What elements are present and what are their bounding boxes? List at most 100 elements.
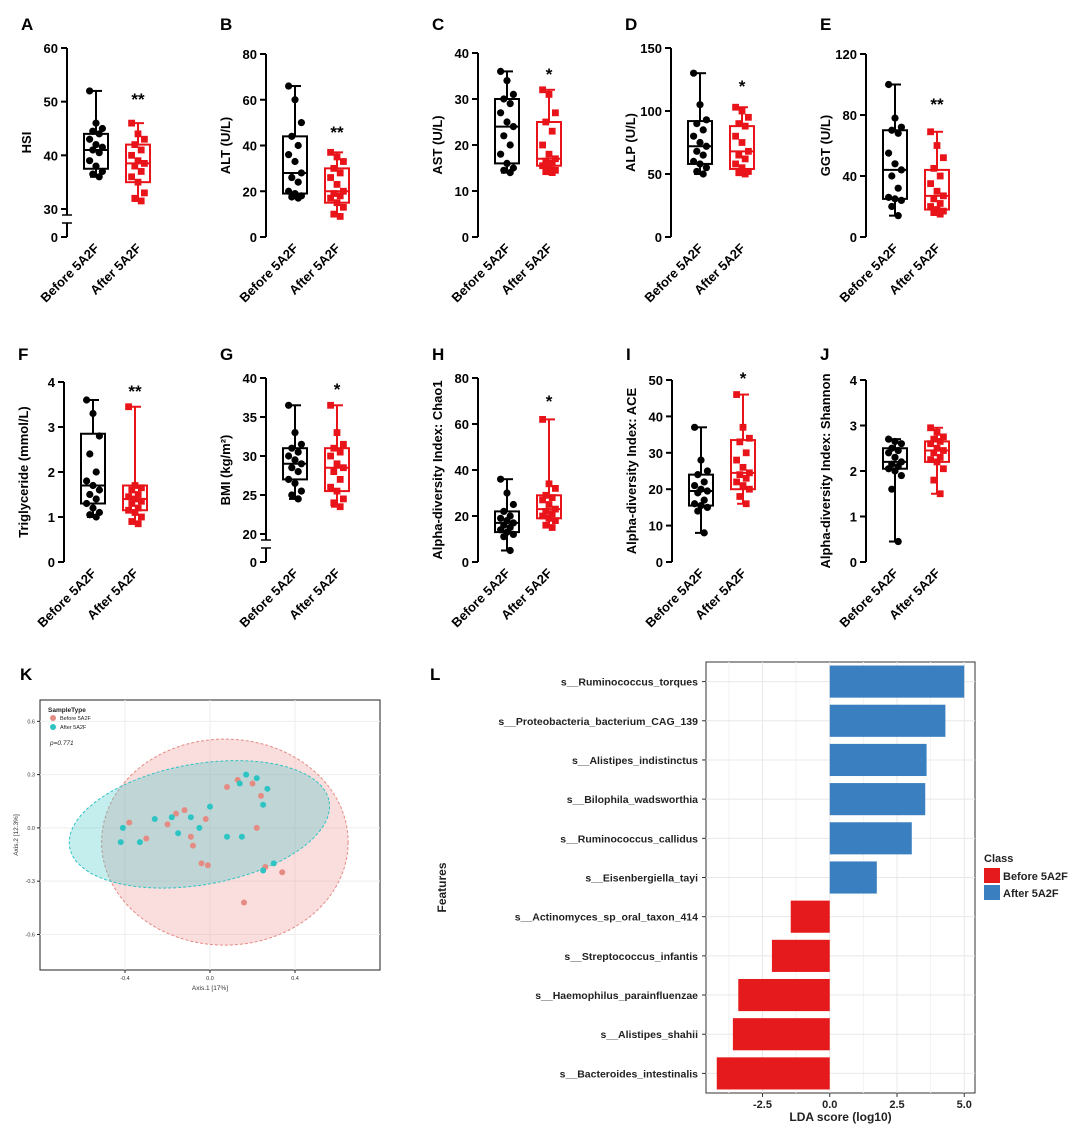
- y-tick-label: 20: [243, 527, 257, 542]
- data-point-before: [173, 810, 179, 817]
- data-point: [503, 489, 511, 497]
- data-point: [703, 503, 712, 511]
- feature-label: s__Bilophila_wadsworthia: [567, 794, 698, 806]
- bar-before: [732, 1018, 830, 1051]
- panel-j: J 0 1 2 3 4 Alpha-diversity Index: ShannonBefo…: [818, 345, 950, 630]
- data-point: [131, 141, 139, 148]
- bar-after: [829, 861, 877, 894]
- data-point: [134, 520, 142, 528]
- x-category-label: Before 5A2F: [448, 565, 513, 630]
- data-point: [548, 510, 556, 518]
- data-point: [741, 170, 749, 178]
- data-point: [294, 178, 302, 186]
- data-point: [699, 151, 707, 159]
- y-tick-label: 3: [850, 419, 857, 434]
- y-tick-label: 30: [455, 92, 469, 107]
- y-tick-label: 0.6: [27, 719, 35, 725]
- significance-marker: *: [546, 392, 553, 411]
- x-tick-label: 0.0: [822, 1099, 837, 1111]
- data-point: [700, 496, 708, 504]
- legend-label: Before 5A2F: [60, 716, 92, 722]
- data-point: [294, 468, 302, 476]
- data-point: [333, 199, 341, 207]
- data-point: [745, 113, 752, 121]
- data-point-after: [168, 814, 175, 821]
- data-point-before: [164, 821, 171, 828]
- y-axis-label: Features: [435, 862, 449, 912]
- y-tick-label: 40: [455, 46, 469, 61]
- data-point: [885, 449, 893, 457]
- y-tick-label: 0: [48, 555, 55, 570]
- data-point: [497, 514, 505, 522]
- y-tick-label: 2: [48, 465, 55, 480]
- series-after: [324, 401, 350, 511]
- x-category-label: Before 5A2F: [448, 240, 513, 305]
- data-point: [288, 173, 296, 182]
- data-point: [95, 130, 103, 138]
- data-point: [297, 460, 305, 468]
- data-point: [933, 444, 941, 452]
- data-point: [891, 437, 899, 446]
- data-point: [940, 447, 947, 454]
- panel-letter: I: [626, 345, 631, 364]
- data-point: [500, 132, 508, 140]
- data-point: [735, 151, 743, 159]
- data-point: [936, 490, 944, 498]
- y-axis-label: Alpha-diversity Index: Shannon: [818, 373, 833, 568]
- data-point: [285, 151, 293, 159]
- data-point: [500, 533, 508, 541]
- y-tick-label: 60: [455, 417, 469, 432]
- data-point: [98, 143, 106, 151]
- x-tick-label: -0.4: [120, 976, 129, 982]
- data-point: [936, 453, 944, 461]
- legend-swatch: [984, 885, 1000, 900]
- y-tick-label: 25: [243, 488, 257, 503]
- data-point: [92, 468, 100, 476]
- data-point: [940, 465, 947, 473]
- data-point: [327, 483, 334, 491]
- significance-marker: *: [334, 380, 341, 399]
- significance-marker: **: [330, 123, 344, 142]
- data-point: [894, 129, 902, 137]
- data-point: [691, 481, 699, 490]
- y-tick-label: 80: [455, 371, 469, 386]
- data-point: [86, 135, 94, 143]
- data-point-before: [202, 816, 209, 823]
- feature-label: s__Eisenbergiella_tayi: [585, 873, 698, 885]
- y-tick-label: 80: [243, 47, 257, 62]
- data-point: [552, 109, 559, 117]
- x-tick-label: 0.4: [291, 976, 299, 982]
- data-point: [746, 485, 753, 493]
- y-tick-label: 30: [44, 202, 58, 217]
- legend-label: After 5A2F: [60, 725, 87, 731]
- panel-letter: A: [21, 15, 33, 34]
- data-point: [330, 444, 338, 452]
- data-point: [545, 164, 553, 172]
- data-point: [927, 424, 934, 432]
- data-point: [739, 423, 747, 431]
- data-point: [888, 202, 896, 211]
- data-point: [297, 119, 305, 127]
- data-point: [927, 180, 934, 188]
- data-point: [327, 194, 334, 202]
- data-point: [741, 122, 749, 130]
- x-category-label: Before 5A2F: [836, 565, 901, 630]
- data-point: [735, 120, 743, 127]
- data-point-after: [207, 803, 213, 810]
- series-after: [536, 86, 562, 176]
- panel-letter: H: [432, 345, 444, 364]
- data-point: [702, 116, 711, 124]
- data-point: [291, 96, 299, 104]
- data-point: [894, 537, 902, 546]
- data-point: [736, 493, 744, 500]
- data-point-after: [196, 824, 203, 831]
- data-point: [336, 213, 344, 220]
- series-before: [282, 401, 308, 503]
- data-point: [497, 475, 505, 483]
- data-point-after: [260, 867, 267, 874]
- data-point: [134, 491, 142, 498]
- data-point: [291, 429, 299, 437]
- data-point: [285, 475, 293, 483]
- data-point: [548, 169, 556, 176]
- bar-before: [771, 939, 830, 972]
